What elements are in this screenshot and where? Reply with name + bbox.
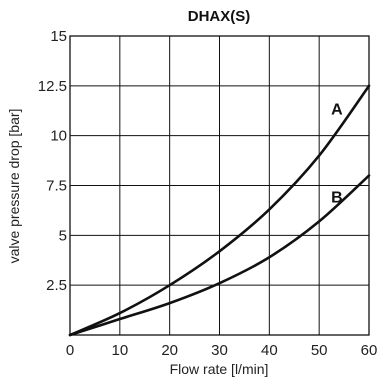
y-tick-label: 15 <box>50 28 67 45</box>
x-tick-label: 10 <box>111 342 128 359</box>
x-tick-label: 20 <box>161 342 178 359</box>
x-tick-label: 40 <box>261 342 278 359</box>
x-axis-label: Flow rate [l/min] <box>170 361 269 377</box>
series-label-b: B <box>331 189 343 206</box>
chart-title: DHAX(S) <box>188 8 251 25</box>
y-tick-label: 7.5 <box>46 178 67 195</box>
x-tick-labels: 0 10 20 30 40 50 60 <box>66 342 378 359</box>
y-tick-label: 2.5 <box>46 277 67 294</box>
y-tick-labels: 2.5 5 7.5 10 12.5 15 <box>38 28 67 294</box>
x-tick-label: 50 <box>311 342 328 359</box>
series-labels: AB <box>331 102 343 207</box>
grid-lines <box>69 35 370 336</box>
y-tick-label: 12.5 <box>38 78 67 95</box>
series-label-a: A <box>331 102 343 119</box>
y-tick-label: 10 <box>50 128 67 145</box>
y-axis-label: valve pressure drop [bar] <box>6 109 22 264</box>
x-tick-label: 60 <box>361 342 378 359</box>
x-tick-label: 0 <box>66 342 74 359</box>
plot-frame <box>69 35 370 336</box>
series-line-b <box>68 174 371 337</box>
series-line-a <box>68 84 371 337</box>
y-tick-label: 5 <box>59 227 67 244</box>
x-tick-label: 30 <box>211 342 228 359</box>
series-curves <box>68 84 371 337</box>
